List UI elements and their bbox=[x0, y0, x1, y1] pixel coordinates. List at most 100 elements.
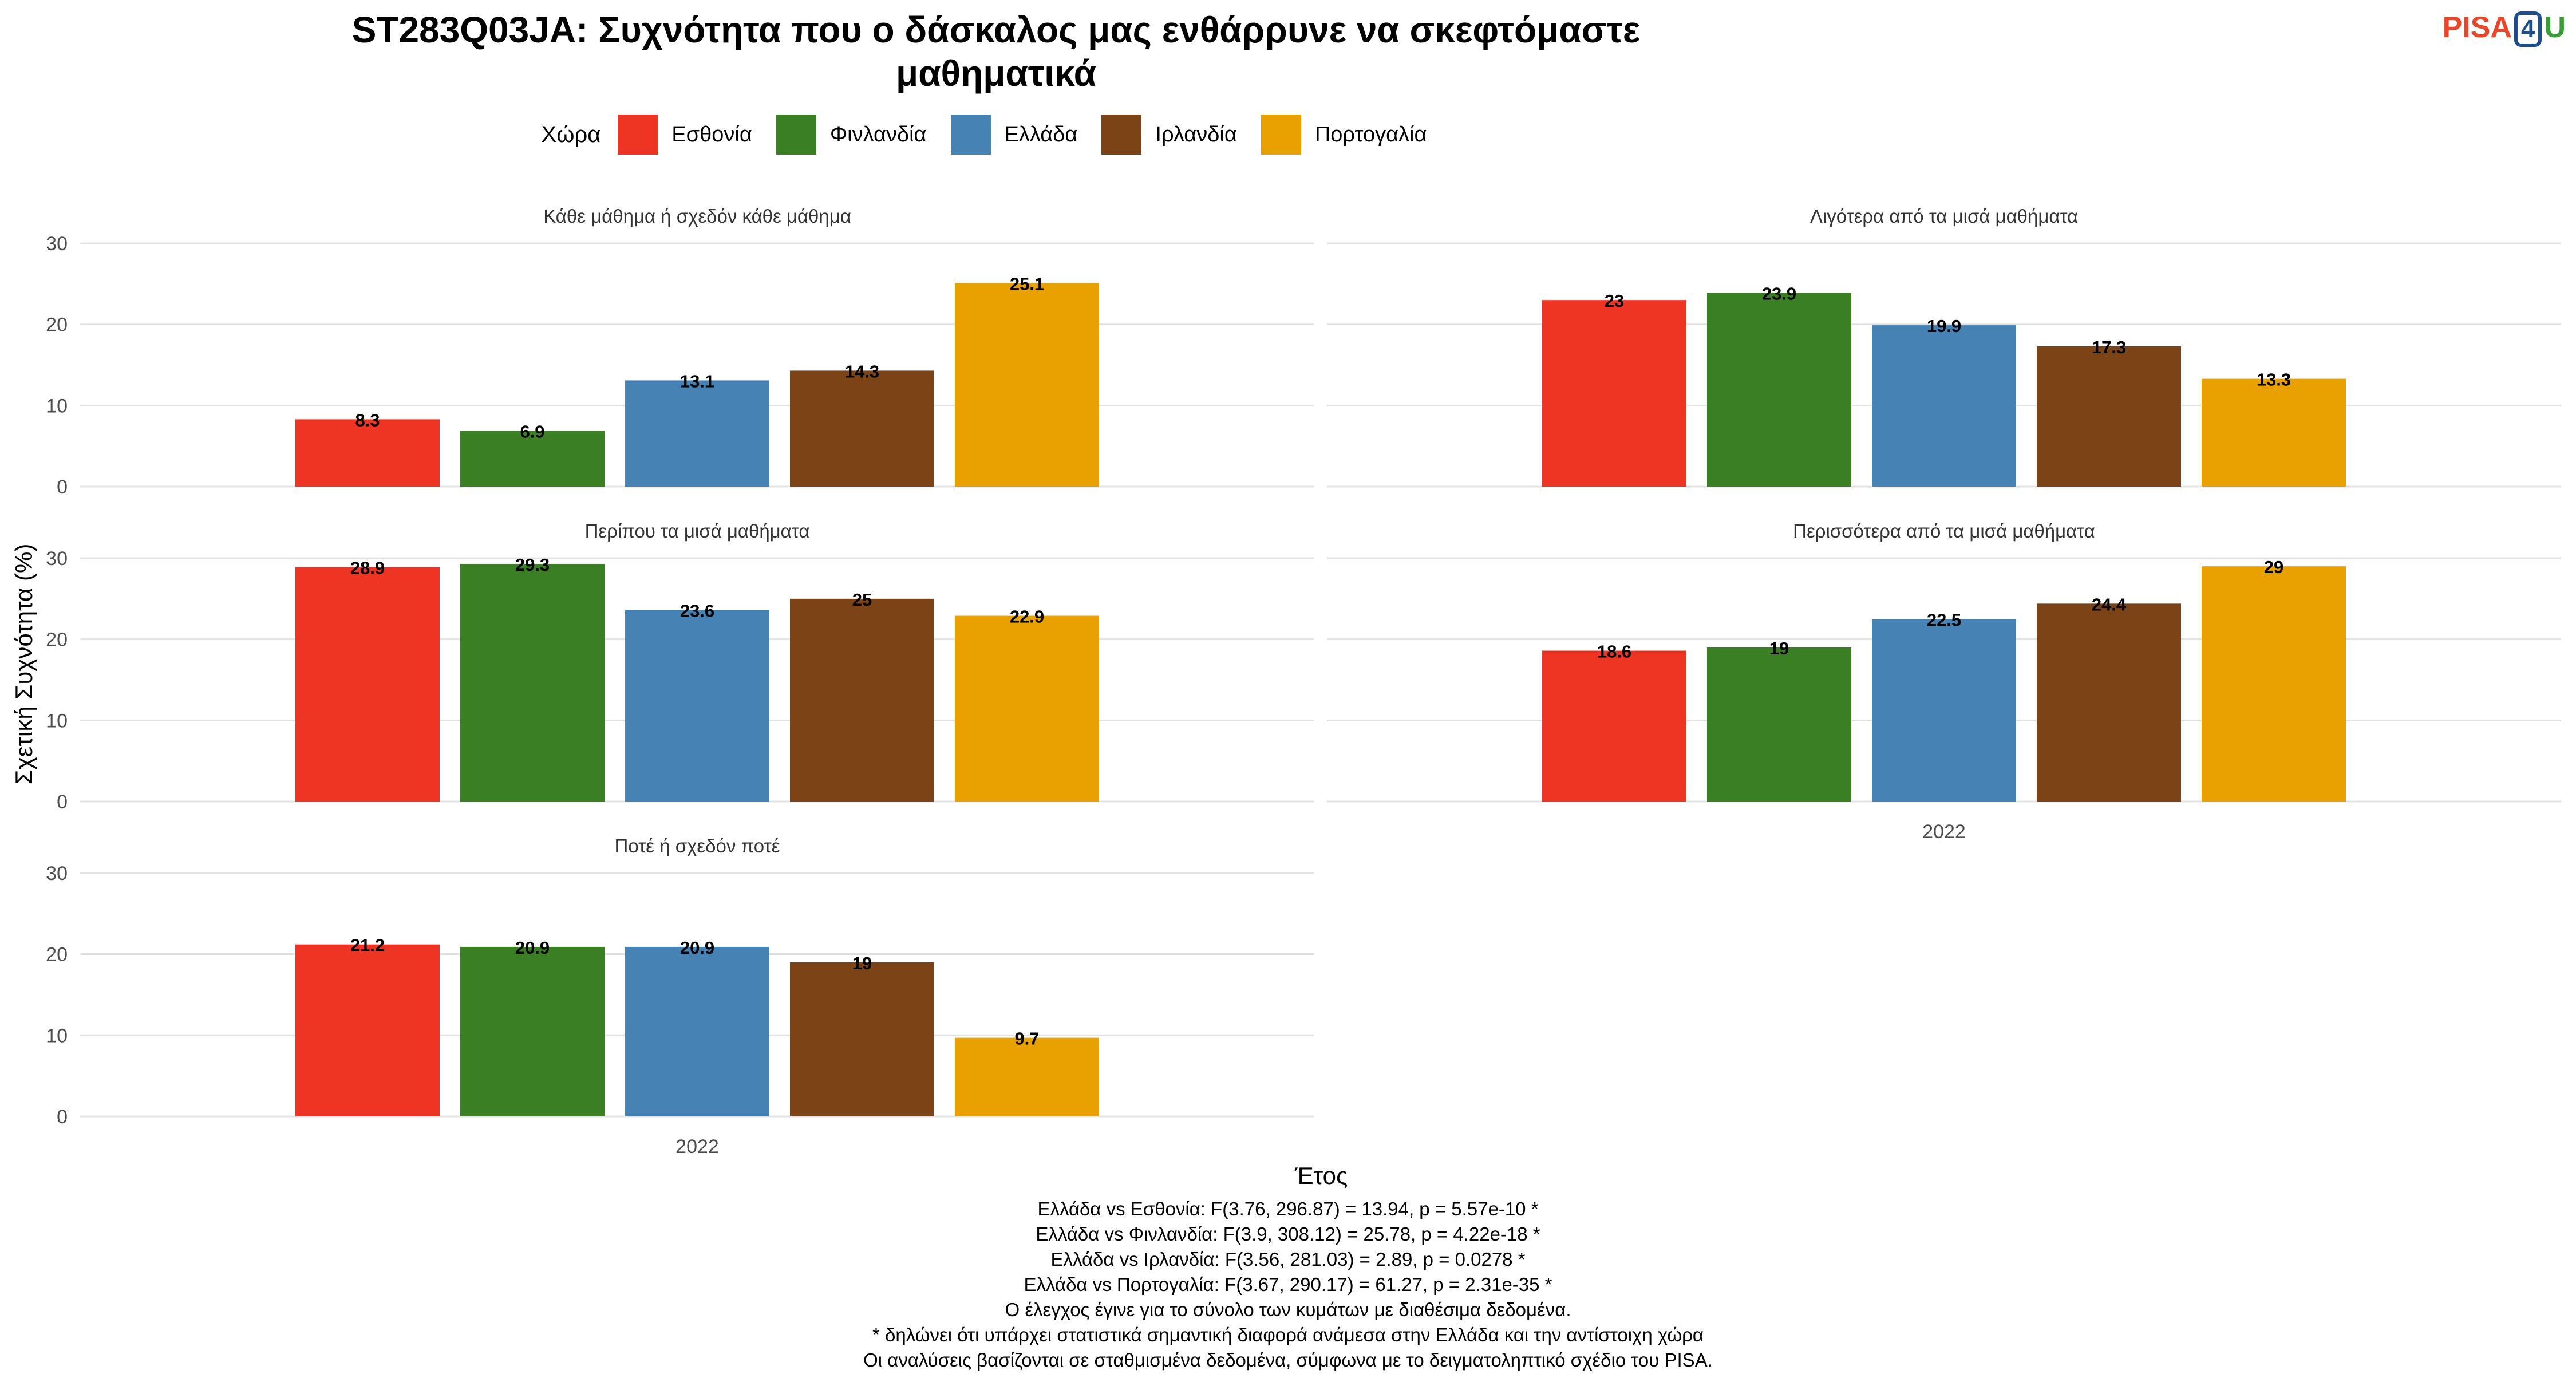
legend-item-ireland: Ιρλανδία bbox=[1101, 114, 1237, 155]
logo-four-text: 4 bbox=[2514, 11, 2542, 47]
bar-value-label: 22.9 bbox=[1010, 607, 1044, 627]
bar bbox=[955, 1037, 1099, 1116]
bar bbox=[790, 598, 934, 802]
x-axis-title: Έτος bbox=[1294, 1162, 1348, 1189]
bar-value-label: 17.3 bbox=[2092, 337, 2126, 357]
legend-item-greece: Ελλάδα bbox=[950, 114, 1078, 155]
bar bbox=[295, 944, 440, 1116]
y-tick-label: 10 bbox=[46, 1025, 68, 1047]
bar bbox=[1707, 293, 1851, 487]
y-tick-label: 0 bbox=[57, 1106, 68, 1128]
note-line: Ελλάδα vs Ιρλανδία: F(3.56, 281.03) = 2.… bbox=[1050, 1249, 1526, 1270]
bar-value-label: 22.5 bbox=[1927, 610, 1961, 630]
panel-title: Περίπου τα μισά μαθήματα bbox=[585, 520, 810, 542]
bar bbox=[2037, 603, 2181, 802]
bar bbox=[460, 431, 605, 487]
note-line: Ο έλεγχος έγινε για το σύνολο των κυμάτω… bbox=[1005, 1299, 1571, 1320]
bar bbox=[2202, 378, 2346, 487]
bar bbox=[790, 370, 934, 487]
legend-label-finland: Φινλανδία bbox=[829, 122, 927, 147]
legend-swatch-ireland bbox=[1101, 114, 1142, 155]
bar bbox=[1707, 647, 1851, 802]
panel-title: Ποτέ ή σχεδόν ποτέ bbox=[615, 835, 780, 856]
note-line: Οι αναλύσεις βασίζονται σε σταθμισμένα δ… bbox=[863, 1349, 1713, 1371]
statistical-notes: Ελλάδα vs Εσθονία: F(3.76, 296.87) = 13.… bbox=[0, 1197, 2576, 1373]
panel-title: Κάθε μάθημα ή σχεδόν κάθε μάθημα bbox=[543, 206, 851, 227]
bar-value-label: 25 bbox=[852, 590, 872, 610]
legend-swatch-finland bbox=[776, 114, 816, 155]
y-tick-label: 20 bbox=[46, 314, 68, 336]
bar-value-label: 20.9 bbox=[680, 938, 714, 958]
bar-value-label: 23 bbox=[1605, 291, 1624, 311]
bar-value-label: 19 bbox=[1769, 638, 1789, 658]
legend-label-portugal: Πορτογαλία bbox=[1314, 122, 1427, 147]
x-tick-label: 2022 bbox=[675, 1136, 719, 1158]
bar-value-label: 19.9 bbox=[1927, 316, 1961, 336]
legend-label-greece: Ελλάδα bbox=[1004, 122, 1078, 147]
y-tick-label: 30 bbox=[46, 548, 68, 570]
legend-swatch-portugal bbox=[1261, 114, 1301, 155]
bar-value-label: 21.2 bbox=[350, 935, 385, 956]
legend-swatch-greece bbox=[950, 114, 991, 155]
bar bbox=[2202, 566, 2346, 802]
bar-value-label: 6.9 bbox=[520, 421, 544, 441]
bar bbox=[1872, 619, 2016, 802]
bar bbox=[625, 380, 769, 487]
bar-value-label: 9.7 bbox=[1014, 1029, 1039, 1049]
note-line: Ελλάδα vs Πορτογαλία: F(3.67, 290.17) = … bbox=[1024, 1274, 1552, 1295]
bar bbox=[790, 962, 934, 1116]
bar-value-label: 14.3 bbox=[845, 361, 879, 381]
legend: Χώρα Εσθονία Φινλανδία Ελλάδα Ιρλανδία Π… bbox=[0, 114, 1992, 155]
bar-value-label: 19 bbox=[852, 953, 872, 973]
note-line: Ελλάδα vs Φινλανδία: F(3.9, 308.12) = 25… bbox=[1036, 1223, 1540, 1245]
y-tick-label: 10 bbox=[46, 395, 68, 417]
logo-u-text: U bbox=[2544, 11, 2566, 44]
bar-value-label: 29 bbox=[2264, 557, 2283, 577]
legend-label-ireland: Ιρλανδία bbox=[1155, 122, 1237, 147]
bar bbox=[955, 283, 1099, 487]
bar bbox=[460, 946, 605, 1116]
chart-title-line-2: μαθηματικά bbox=[896, 53, 1096, 94]
bar-value-label: 24.4 bbox=[2092, 594, 2127, 614]
y-tick-label: 0 bbox=[57, 791, 68, 813]
panel-title: Λιγότερα από τα μισά μαθήματα bbox=[1810, 206, 2078, 227]
legend-item-portugal: Πορτογαλία bbox=[1261, 114, 1427, 155]
bar bbox=[625, 946, 769, 1116]
legend-swatch-estonia bbox=[618, 114, 658, 155]
bar bbox=[295, 567, 440, 802]
y-tick-label: 10 bbox=[46, 710, 68, 732]
logo-pisa-text: PISA bbox=[2442, 11, 2512, 44]
y-tick-label: 20 bbox=[46, 629, 68, 651]
x-tick-label: 2022 bbox=[1922, 821, 1966, 843]
bar-value-label: 28.9 bbox=[350, 558, 385, 578]
legend-item-estonia: Εσθονία bbox=[618, 114, 752, 155]
bar-value-label: 29.3 bbox=[515, 555, 550, 575]
bar bbox=[295, 419, 440, 487]
bar bbox=[1872, 325, 2016, 487]
note-line: Ελλάδα vs Εσθονία: F(3.76, 296.87) = 13.… bbox=[1037, 1198, 1539, 1219]
legend-item-finland: Φινλανδία bbox=[776, 114, 927, 155]
bar-value-label: 25.1 bbox=[1010, 274, 1044, 294]
bar-value-label: 23.6 bbox=[680, 601, 714, 621]
bar-value-label: 8.3 bbox=[355, 410, 380, 430]
legend-title: Χώρα bbox=[541, 121, 601, 147]
bar-value-label: 23.9 bbox=[1762, 283, 1796, 303]
bar-value-label: 20.9 bbox=[515, 938, 550, 958]
bar-value-label: 13.1 bbox=[680, 371, 714, 391]
y-tick-label: 30 bbox=[46, 863, 68, 885]
note-line: * δηλώνει ότι υπάρχει στατιστικά σημαντι… bbox=[872, 1324, 1704, 1345]
bar-value-label: 18.6 bbox=[1597, 642, 1631, 662]
pisa4u-logo: PISA 4 U bbox=[2443, 10, 2566, 47]
y-tick-label: 30 bbox=[46, 233, 68, 255]
y-tick-label: 0 bbox=[57, 476, 68, 498]
chart-title: ST283Q03JA: Συχνότητα που ο δάσκαλος μας… bbox=[0, 8, 1992, 95]
bar bbox=[955, 615, 1099, 802]
panel-title: Περισσότερα από τα μισά μαθήματα bbox=[1793, 520, 2095, 542]
legend-label-estonia: Εσθονία bbox=[671, 122, 752, 147]
bar bbox=[460, 563, 605, 802]
bar-value-label: 13.3 bbox=[2257, 370, 2291, 390]
bar bbox=[1542, 300, 1686, 487]
y-tick-label: 20 bbox=[46, 944, 68, 966]
bar bbox=[625, 610, 769, 802]
